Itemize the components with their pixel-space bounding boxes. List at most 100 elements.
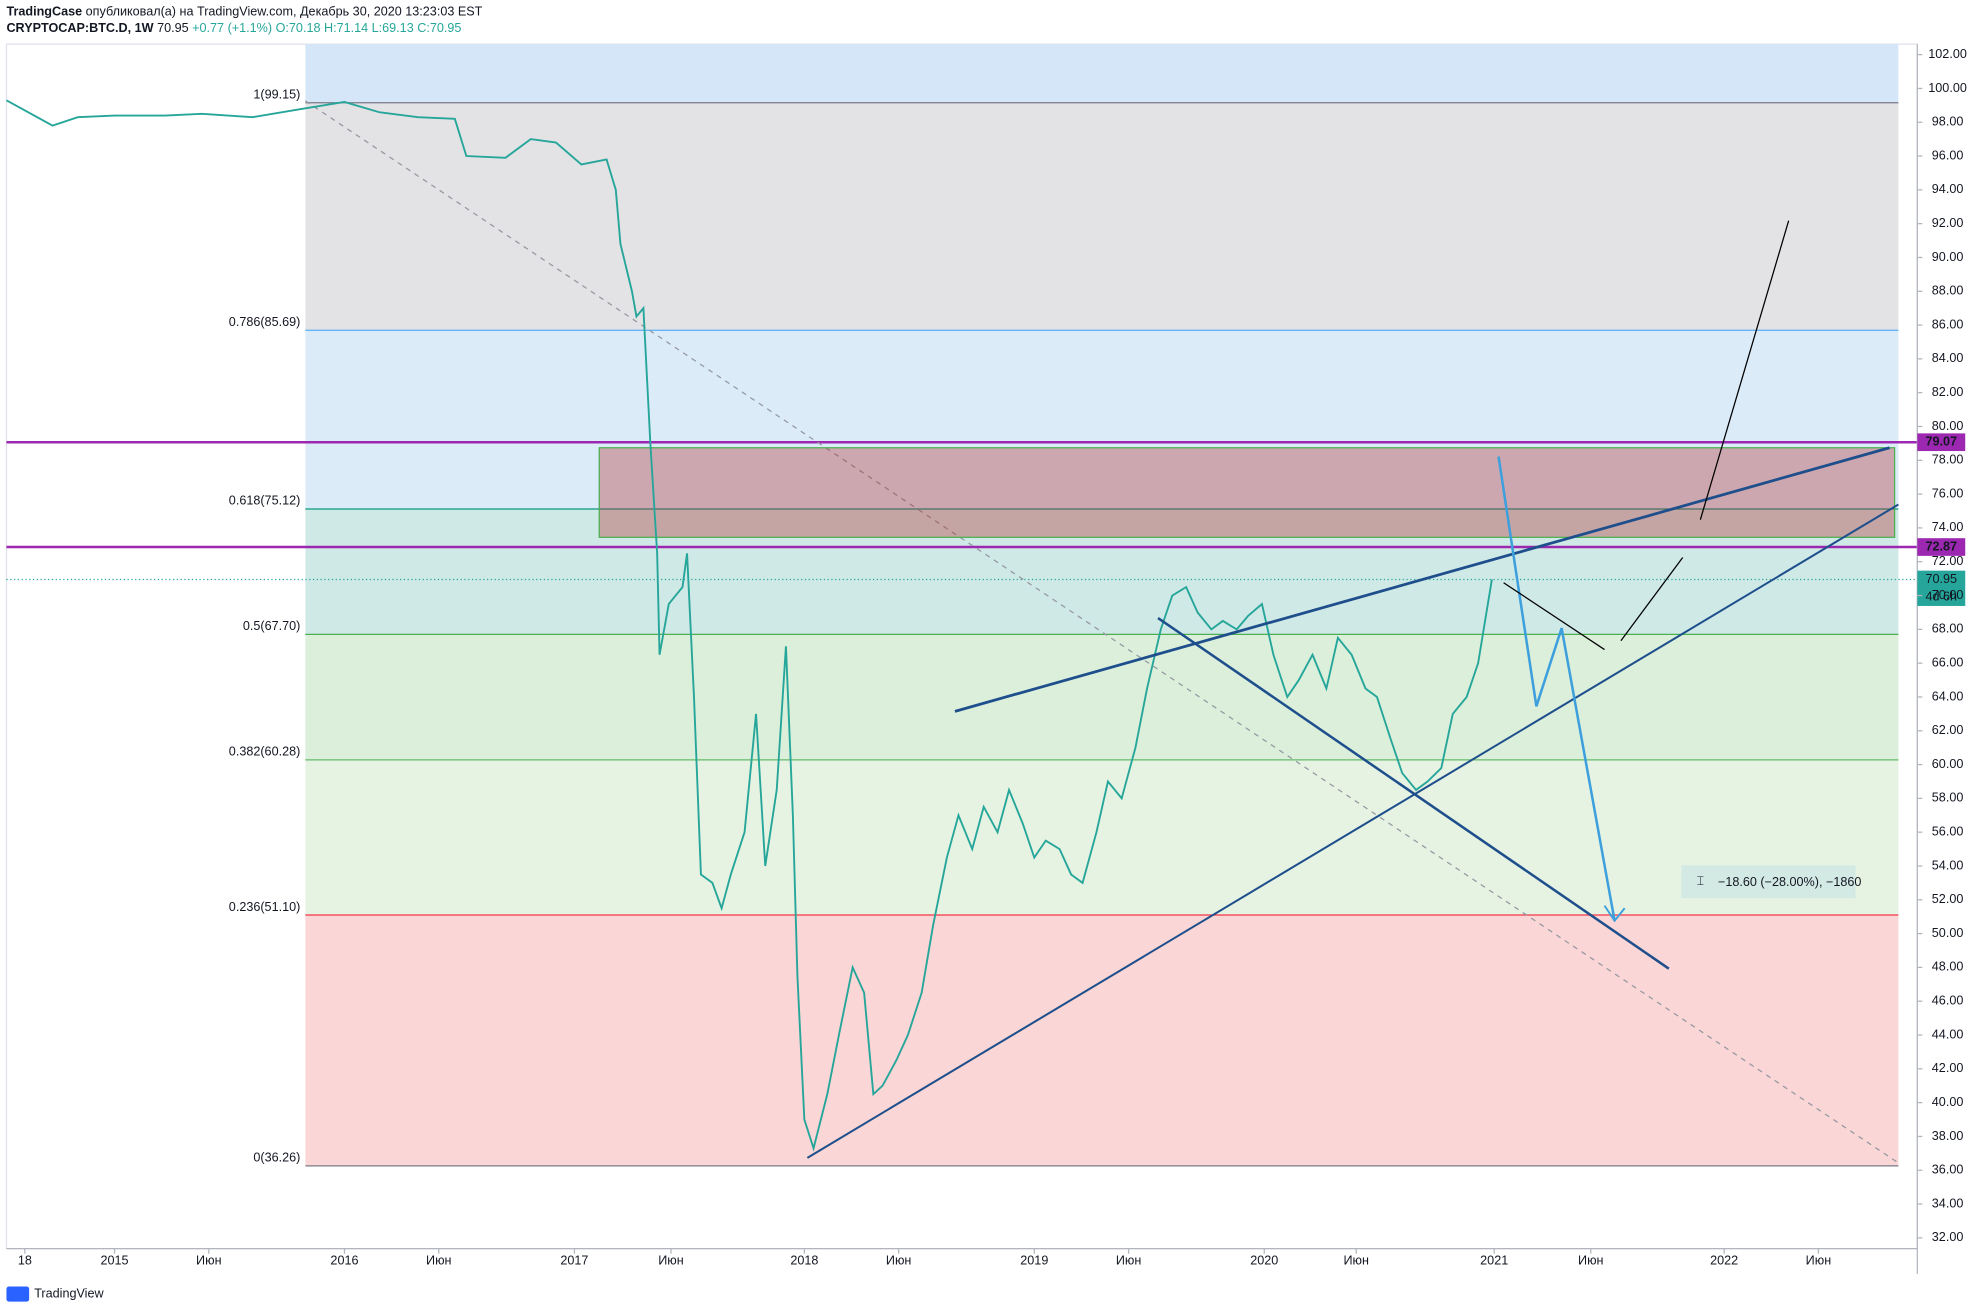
y-tick-label: 58.00 <box>1932 791 1964 805</box>
last: 70.95 <box>157 21 189 35</box>
header-line: TradingCase опубликовал(а) на TradingVie… <box>6 5 482 19</box>
y-tick-label: 84.00 <box>1932 351 1964 365</box>
symbol: CRYPTOCAP:BTC.D, 1W <box>6 21 153 35</box>
path-line <box>1699 220 1790 520</box>
fib-zone <box>305 915 1899 1166</box>
y-tick-label: 92.00 <box>1932 216 1964 230</box>
y-tick-label: 70.00 <box>1932 588 1964 602</box>
fib-label: 0.236(51.10) <box>229 900 301 914</box>
y-tick-label: 42.00 <box>1932 1061 1964 1075</box>
price-line <box>6 99 1493 1152</box>
measure-box <box>1681 865 1856 899</box>
fib-label: 0.382(60.28) <box>229 745 301 759</box>
path-line <box>1503 582 1605 651</box>
fib-zone <box>305 634 1899 760</box>
price-tag <box>1917 433 1966 452</box>
price-tag-label: 72.87 <box>1925 539 1957 553</box>
x-tick-label: 2017 <box>560 1254 588 1268</box>
ohlc: O:70.18 H:71.14 L:69.13 C:70.95 <box>276 21 462 35</box>
y-tick-label: 86.00 <box>1932 317 1964 331</box>
y-tick-label: 98.00 <box>1932 115 1964 129</box>
y-tick-label: 102.00 <box>1928 47 1967 61</box>
x-tick-label: Июн <box>1806 1254 1832 1268</box>
y-tick-label: 38.00 <box>1932 1129 1964 1143</box>
y-tick-label: 68.00 <box>1932 622 1964 636</box>
y-tick-label: 36.00 <box>1932 1163 1964 1177</box>
y-tick-label: 78.00 <box>1932 453 1964 467</box>
y-tick-label: 96.00 <box>1932 148 1964 162</box>
last-price-label: 70.95 <box>1925 572 1957 586</box>
axes: 79.07 72.87 70.95 4d 6h 32.00 34.00 36.00 38.00… <box>18 47 1967 1268</box>
fib-zone <box>305 102 1899 331</box>
change: +0.77 (+1.1%) <box>192 21 272 35</box>
footer-brand: TradingView <box>34 1286 104 1300</box>
x-tick-label: 2019 <box>1020 1254 1048 1268</box>
trend-line <box>954 446 1890 713</box>
y-tick-label: 74.00 <box>1932 520 1964 534</box>
fib-zone <box>305 44 1899 103</box>
projection-arrow <box>1603 905 1626 923</box>
projection <box>1497 456 1616 921</box>
x-tick-label: Июн <box>886 1254 912 1268</box>
fib-zones <box>305 44 1899 1166</box>
fib-label: 0(36.26) <box>253 1151 300 1165</box>
x-tick-label: 2020 <box>1250 1254 1278 1268</box>
x-tick-label: Июн <box>1343 1254 1369 1268</box>
y-tick-label: 62.00 <box>1932 723 1964 737</box>
measure-label: −18.60 (−28.00%), −1860 <box>1718 875 1861 889</box>
x-tick-label: Июн <box>1116 1254 1142 1268</box>
y-tick-label: 46.00 <box>1932 994 1964 1008</box>
fib-trend <box>305 100 1899 1164</box>
y-tick-label: 60.00 <box>1932 757 1964 771</box>
y-tick-label: 66.00 <box>1932 655 1964 669</box>
last-price-tag <box>1917 570 1966 606</box>
y-tick-label: 52.00 <box>1932 892 1964 906</box>
path-line <box>1620 557 1684 642</box>
y-tick-label: 50.00 <box>1932 926 1964 940</box>
y-tick-label: 64.00 <box>1932 689 1964 703</box>
header-line: CRYPTOCAP:BTC.D, 1W 70.95 +0.77 (+1.1%) … <box>6 21 461 35</box>
x-tick-label: 2022 <box>1710 1254 1738 1268</box>
x-tick-label: Июн <box>1578 1254 1604 1268</box>
resistance-box <box>598 447 1896 538</box>
y-tick-label: 54.00 <box>1932 858 1964 872</box>
y-tick-label: 44.00 <box>1932 1027 1964 1041</box>
y-tick-label: 76.00 <box>1932 486 1964 500</box>
x-tick-label: 2018 <box>790 1254 818 1268</box>
fib-zone <box>305 330 1899 509</box>
y-tick-label: 100.00 <box>1928 81 1967 95</box>
countdown: 4d 6h <box>1925 589 1957 603</box>
fib-label: 0.5(67.70) <box>243 619 300 633</box>
published: опубликовал(а) на TradingView.com, Декаб… <box>86 5 483 19</box>
y-tick-label: 90.00 <box>1932 250 1964 264</box>
author: TradingCase <box>6 5 82 19</box>
x-tick-label: 2016 <box>330 1254 358 1268</box>
x-tick-label: Июн <box>196 1254 222 1268</box>
y-tick-label: 48.00 <box>1932 960 1964 974</box>
price-tag <box>1917 538 1966 556</box>
x-tick-label: 2021 <box>1480 1254 1508 1268</box>
fib-zone <box>305 759 1899 916</box>
x-tick-label: 18 <box>18 1254 32 1268</box>
fib-label: 0.786(85.69) <box>229 315 301 329</box>
fib-label: 1(99.15) <box>253 88 300 102</box>
y-tick-label: 88.00 <box>1932 284 1964 298</box>
x-tick-label: Июн <box>658 1254 684 1268</box>
price-tag-label: 79.07 <box>1925 435 1957 449</box>
trend-line <box>1157 616 1670 970</box>
y-tick-label: 94.00 <box>1932 182 1964 196</box>
x-tick-label: 2015 <box>101 1254 129 1268</box>
x-tick-label: Июн <box>426 1254 452 1268</box>
y-tick-label: 80.00 <box>1932 419 1964 433</box>
measure-icon: ⌶ <box>1697 874 1705 888</box>
fib-zone <box>305 508 1899 635</box>
fib-lines: 1(99.15) 0.786(85.69) 0.618(75.12) 0.5(67.7… <box>6 88 1918 1167</box>
y-tick-label: 34.00 <box>1932 1196 1964 1210</box>
trend-line <box>806 503 1899 1159</box>
y-tick-label: 72.00 <box>1932 554 1964 568</box>
logo <box>6 1286 30 1302</box>
fib-label: 0.618(75.12) <box>229 494 301 508</box>
y-tick-label: 40.00 <box>1932 1095 1964 1109</box>
series <box>6 99 1493 1152</box>
